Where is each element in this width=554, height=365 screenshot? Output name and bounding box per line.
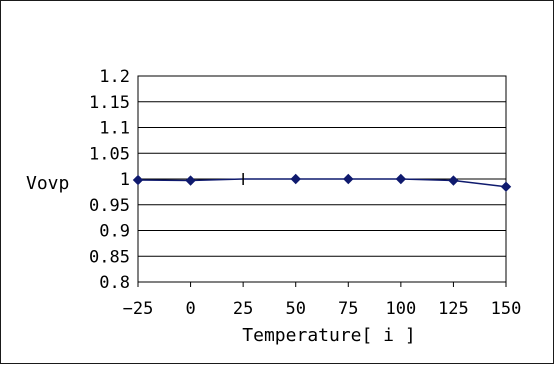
x-tick-label-50: 50	[285, 299, 305, 319]
y-tick-label-0.85: 0.85	[89, 247, 130, 267]
y-tick-label-0.9: 0.9	[99, 222, 130, 242]
y-tick-labels: 0.8 0.85 0.9 0.95 1 1.05 1.1 1.15 1.2	[89, 67, 130, 293]
data-series	[132, 173, 512, 192]
y-tick-label-1.15: 1.15	[89, 93, 130, 113]
y-tick-label-1.2: 1.2	[99, 67, 130, 87]
x-tick-label-125: 125	[438, 299, 469, 319]
y-tick-label-1.1: 1.1	[99, 119, 130, 139]
x-tick-label-25: 25	[233, 299, 253, 319]
y-tick-label-0.8: 0.8	[99, 273, 130, 293]
x-tick-label-100: 100	[385, 299, 416, 319]
y-tick-label-0.95: 0.95	[89, 196, 130, 216]
x-tick-label-75: 75	[338, 299, 358, 319]
x-tick-label--25: −25	[123, 299, 154, 319]
gridlines	[138, 75, 506, 257]
series-line	[137, 178, 507, 188]
x-tick-labels: −25 0 25 50 75 100 125 150	[123, 299, 522, 319]
y-tick-label-1: 1	[120, 170, 130, 190]
data-point-125	[448, 175, 459, 186]
x-axis-label: Temperature[ i ]	[242, 325, 415, 346]
x-tick-label-0: 0	[185, 299, 195, 319]
data-point-50	[290, 173, 301, 185]
data-point-100	[395, 173, 407, 185]
y-tick-label-1.05: 1.05	[89, 144, 130, 164]
y-axis-label: Vovp	[26, 173, 69, 194]
data-point-150	[500, 181, 512, 192]
data-point-75	[343, 173, 354, 185]
x-tick-label-150: 150	[491, 299, 522, 319]
data-point-0	[185, 175, 196, 186]
data-point--25	[132, 174, 144, 186]
